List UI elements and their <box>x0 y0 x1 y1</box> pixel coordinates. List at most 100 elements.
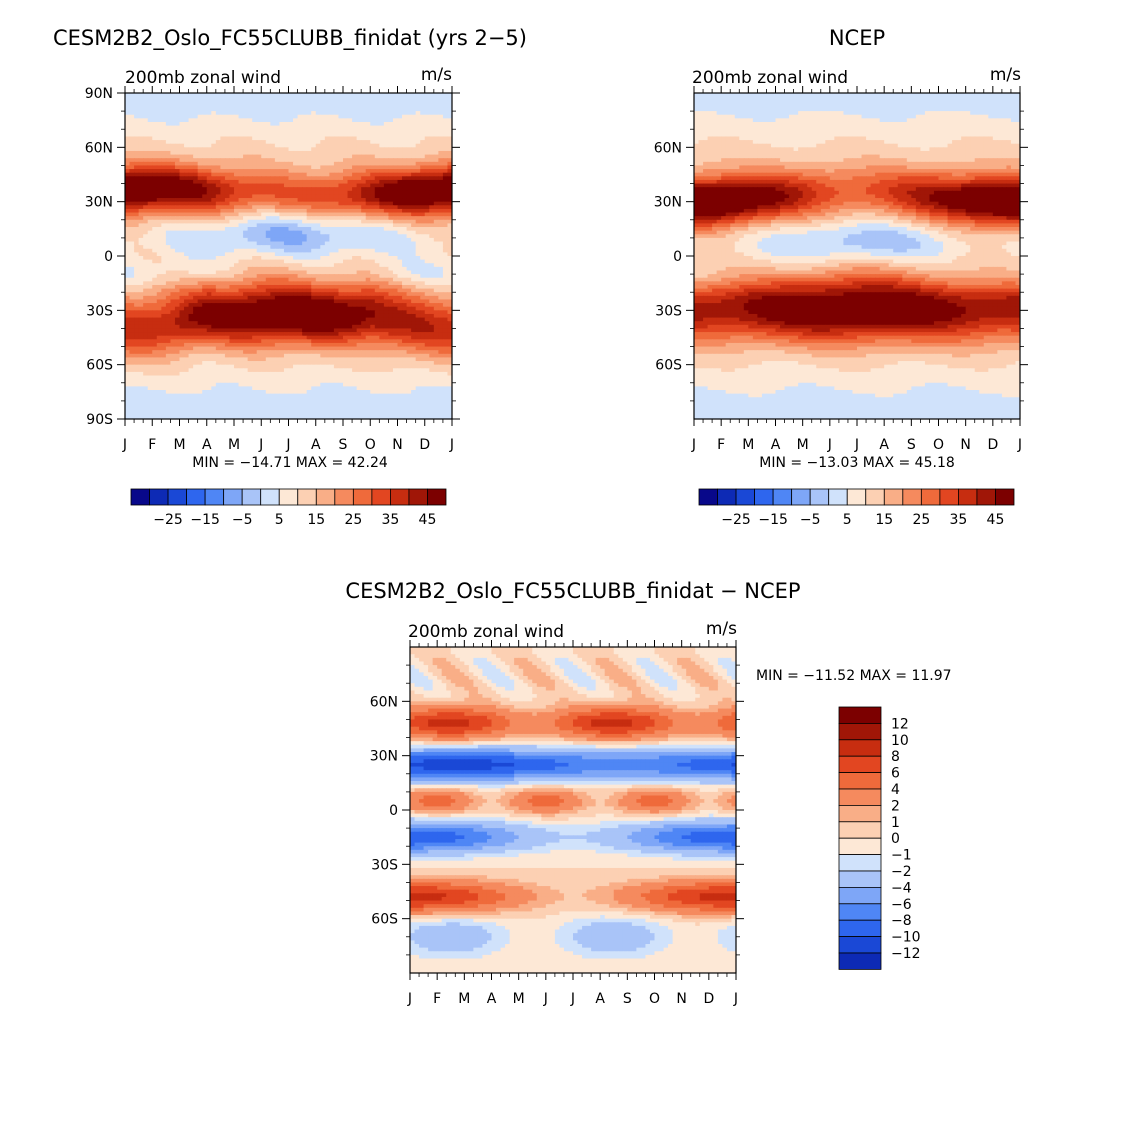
contour-cell <box>320 234 326 239</box>
contour-cell <box>370 335 376 340</box>
contour-cell <box>265 259 271 264</box>
contour-cell <box>270 227 276 232</box>
contour-cell <box>420 234 426 239</box>
contour-cell <box>397 295 403 301</box>
contour-cell <box>179 161 185 167</box>
contour-cell <box>270 103 276 109</box>
contour-cell <box>274 274 281 279</box>
contour-cell <box>365 212 371 217</box>
contour-cell <box>374 299 380 304</box>
contour-cell <box>324 208 330 214</box>
contour-cell <box>392 263 399 268</box>
contour-cell <box>197 118 203 123</box>
contour-cell <box>347 310 353 315</box>
contour-cell <box>202 332 208 337</box>
contour-cell <box>338 201 344 206</box>
contour-cell <box>197 198 203 203</box>
contour-cell <box>247 169 253 174</box>
contour-cell <box>288 176 294 181</box>
contour-cell <box>134 103 140 109</box>
contour-cell <box>320 190 326 196</box>
contour-cell <box>252 107 258 112</box>
contour-cell <box>397 266 403 272</box>
contour-cell <box>306 103 312 109</box>
contour-cell <box>261 212 267 217</box>
contour-cell <box>138 321 144 326</box>
contour-cell <box>252 194 258 199</box>
contour-cell <box>252 219 258 224</box>
contour-cell <box>302 172 308 177</box>
contour-cell <box>442 107 449 112</box>
contour-cell <box>442 143 449 148</box>
contour-cell <box>229 303 235 308</box>
contour-cell <box>320 284 326 290</box>
contour-cell <box>125 140 131 145</box>
contour-cell <box>324 295 330 301</box>
contour-cell <box>129 96 135 101</box>
contour-cell <box>324 125 330 130</box>
contour-cell <box>352 150 358 156</box>
contour-cell <box>156 93 162 98</box>
contour-cell <box>125 277 131 282</box>
contour-cell <box>383 234 390 239</box>
contour-cell <box>438 295 444 301</box>
contour-cell <box>125 147 131 152</box>
contour-cell <box>174 201 181 206</box>
contour-cell <box>143 208 149 214</box>
contour-cell <box>379 292 385 297</box>
contour-cell <box>279 93 285 98</box>
contour-cell <box>343 321 349 326</box>
contour-cell <box>256 111 262 116</box>
contour-cell <box>193 219 199 224</box>
contour-cell <box>447 136 452 141</box>
contour-cell <box>406 234 412 239</box>
contour-cell <box>252 313 258 319</box>
contour-cell <box>202 292 208 297</box>
contour-cell <box>261 321 267 326</box>
contour-cell <box>179 212 185 217</box>
contour-cell <box>229 284 235 290</box>
contour-cell <box>243 150 249 156</box>
contour-cell <box>402 259 408 264</box>
contour-cell <box>265 129 271 134</box>
contour-cell <box>424 339 430 344</box>
contour-cell <box>302 179 308 185</box>
contour-cell <box>261 310 267 315</box>
contour-cell <box>438 208 444 214</box>
contour-cell <box>220 147 226 152</box>
contour-cell <box>252 216 258 221</box>
contour-cell <box>320 132 326 138</box>
contour-cell <box>288 165 294 170</box>
contour-cell <box>397 93 403 98</box>
contour-cell <box>152 100 158 105</box>
contour-cell <box>138 111 144 116</box>
contour-cell <box>147 150 153 156</box>
contour-cell <box>129 216 135 221</box>
contour-cell <box>197 179 203 185</box>
contour-cell <box>279 219 285 224</box>
contour-cell <box>243 299 249 304</box>
contour-cell <box>215 216 221 221</box>
contour-cell <box>143 274 149 279</box>
contour-cell <box>347 198 353 203</box>
contour-cell <box>306 194 312 199</box>
contour-cell <box>147 324 153 330</box>
contour-cell <box>338 150 344 156</box>
contour-cell <box>306 227 312 232</box>
contour-cell <box>320 317 326 322</box>
contour-cell <box>220 165 226 170</box>
contour-cell <box>361 179 367 185</box>
contour-cell <box>411 259 417 264</box>
contour-cell <box>288 179 294 185</box>
contour-cell <box>361 201 367 206</box>
contour-cell <box>143 227 149 232</box>
contour-cell <box>370 121 376 127</box>
contour-cell <box>343 292 349 297</box>
contour-cell <box>184 256 190 261</box>
contour-cell <box>365 245 371 250</box>
contour-cell <box>211 234 217 239</box>
contour-cell <box>429 223 435 228</box>
contour-cell <box>215 277 221 282</box>
contour-cell <box>125 198 131 203</box>
contour-cell <box>193 114 199 119</box>
